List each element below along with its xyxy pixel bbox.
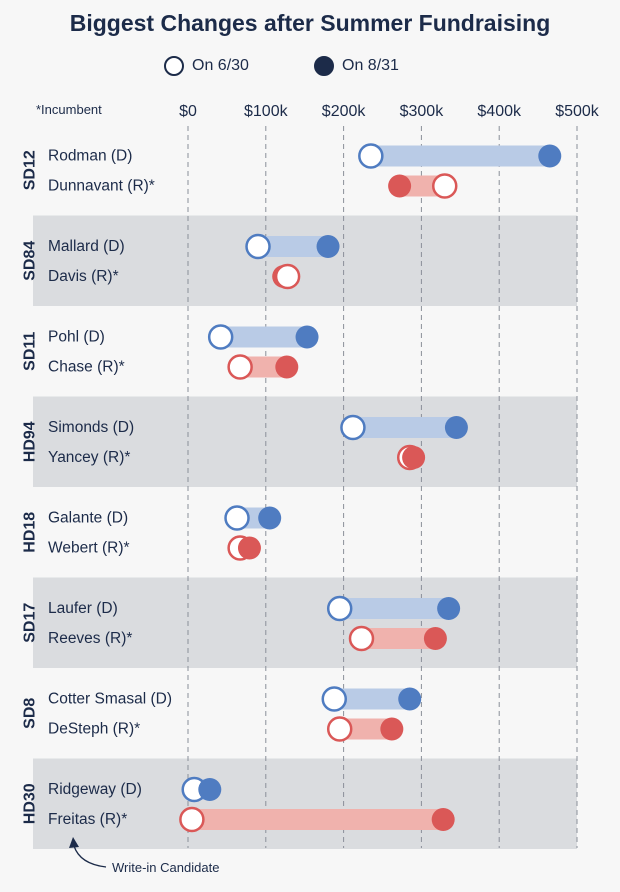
race-band: [33, 577, 577, 668]
change-bar: [240, 356, 287, 378]
start-marker: [340, 414, 366, 441]
legend-item-start: On 6/30: [164, 56, 249, 76]
legend-open-circle-icon: [164, 56, 184, 76]
candidate-label: Laufer (D): [48, 600, 118, 617]
race-label: SD12: [22, 150, 39, 190]
legend-label-start: On 6/30: [192, 57, 249, 74]
candidate-label: Chase (R)*: [48, 359, 125, 376]
write-in-annotation: Write-in Candidate: [112, 860, 220, 875]
legend-item-end: On 8/31: [314, 56, 399, 76]
race-label: HD30: [22, 783, 39, 824]
candidate-label: Cotter Smasal (D): [48, 691, 172, 708]
candidate-label: Simonds (D): [48, 419, 134, 436]
candidate-label: Webert (R)*: [48, 540, 130, 557]
candidate-label: Galante (D): [48, 510, 128, 527]
legend-label-end: On 8/31: [342, 57, 399, 74]
candidate-label: Mallard (D): [48, 238, 125, 255]
end-marker: [237, 536, 261, 560]
candidate-label: Dunnavant (R)*: [48, 178, 155, 195]
candidate-label: Ridgeway (D): [48, 781, 142, 798]
end-marker: [258, 506, 282, 530]
chart-title: Biggest Changes after Summer Fundraising: [69, 10, 551, 36]
x-tick-label: $400k: [477, 103, 522, 120]
candidate-label: Reeves (R)*: [48, 630, 132, 647]
change-bar: [334, 688, 410, 710]
race-label: SD84: [22, 241, 39, 281]
start-marker: [431, 173, 458, 199]
race-label: SD11: [22, 332, 39, 371]
end-marker: [388, 174, 412, 198]
change-bar: [339, 718, 392, 740]
candidate-label: Yancey (R)*: [48, 449, 130, 466]
start-marker: [245, 233, 271, 260]
candidate-label: Rodman (D): [48, 148, 132, 165]
x-tick-label: $200k: [322, 103, 367, 120]
end-marker: [423, 627, 447, 650]
race-band: [33, 758, 577, 849]
end-marker: [437, 597, 461, 620]
candidate-label: DeSteph (R)*: [48, 721, 140, 738]
start-marker: [274, 263, 301, 290]
x-tick-label: $100k: [244, 103, 289, 120]
legend: On 6/30 On 8/31: [0, 56, 620, 80]
race-band: [33, 215, 577, 306]
end-marker: [398, 687, 422, 711]
change-bar: [191, 809, 444, 830]
start-marker: [321, 686, 348, 712]
legend-filled-circle-icon: [314, 56, 334, 76]
candidate-label: Freitas (R)*: [48, 811, 127, 828]
candidate-label: Davis (R)*: [48, 268, 119, 285]
race-band: [33, 396, 577, 487]
x-tick-label: $0: [179, 103, 197, 120]
x-tick-label: $300k: [400, 103, 445, 120]
start-marker: [227, 354, 253, 380]
write-in-arrowhead: [69, 837, 79, 848]
change-bar: [361, 628, 436, 649]
end-marker: [275, 355, 299, 379]
start-marker: [326, 595, 353, 622]
race-label: SD8: [22, 698, 39, 729]
end-marker: [316, 235, 340, 258]
end-marker: [444, 416, 468, 439]
start-marker: [224, 505, 250, 531]
change-bar: [220, 326, 308, 348]
write-in-arrow: [73, 845, 107, 868]
start-marker: [358, 143, 384, 169]
start-marker: [326, 716, 353, 742]
start-marker: [179, 806, 205, 833]
end-marker: [538, 144, 562, 168]
start-marker: [348, 625, 375, 652]
end-marker: [431, 808, 455, 831]
race-label: SD17: [22, 603, 39, 643]
change-bar: [339, 598, 449, 619]
change-bar: [352, 417, 457, 438]
end-marker: [380, 717, 404, 741]
end-marker: [295, 325, 319, 349]
end-marker: [198, 778, 222, 801]
start-marker: [207, 324, 234, 350]
race-label: HD18: [22, 512, 39, 553]
end-marker: [402, 446, 426, 469]
candidate-label: Pohl (D): [48, 329, 105, 346]
change-bar: [370, 145, 550, 167]
change-bar: [258, 236, 329, 257]
incumbent-note: *Incumbent: [36, 102, 102, 117]
x-tick-label: $500k: [555, 103, 600, 120]
race-label: HD94: [22, 421, 39, 462]
